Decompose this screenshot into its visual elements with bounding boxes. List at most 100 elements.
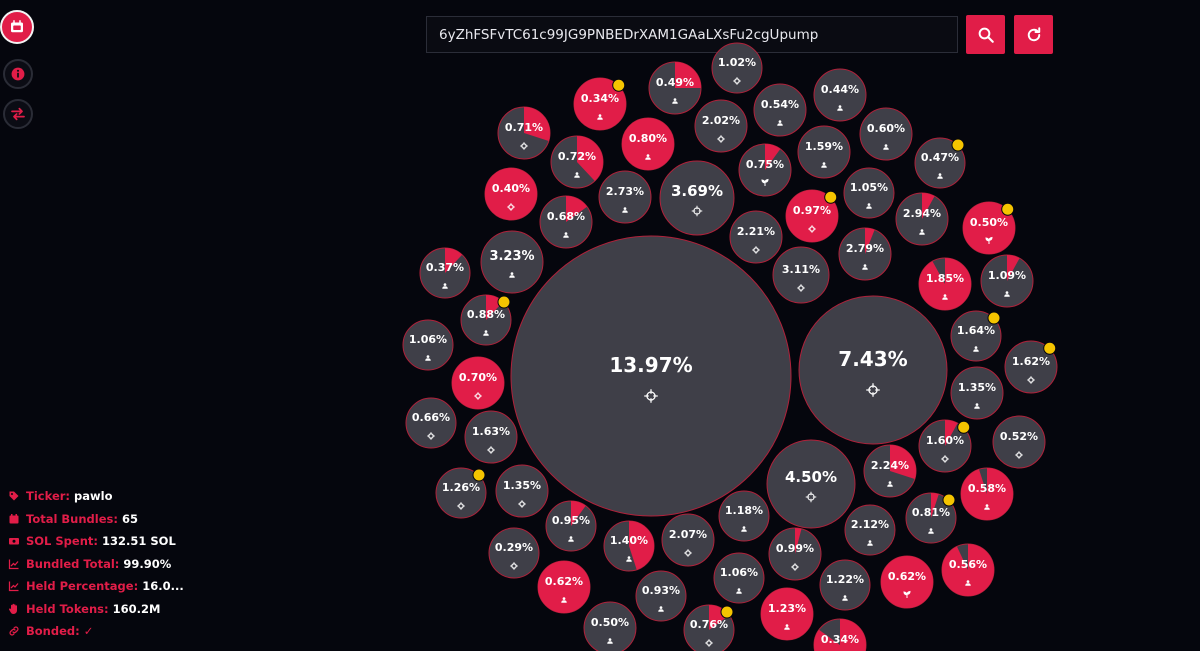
holder-bubble[interactable]: 1.26%	[435, 467, 487, 519]
holder-bubble[interactable]: 0.44%	[813, 68, 867, 122]
holder-bubble[interactable]: 13.97%	[510, 235, 792, 517]
holder-bubble[interactable]: 1.85%	[918, 257, 972, 311]
refresh-button[interactable]	[1014, 15, 1053, 54]
holder-bubble[interactable]: 0.97%	[785, 189, 839, 243]
holder-bubble[interactable]: 2.21%	[729, 210, 783, 264]
holder-bubble[interactable]: 2.24%	[863, 444, 917, 498]
bubble-fill	[577, 136, 603, 181]
holder-bubble[interactable]: 1.64%	[950, 310, 1002, 362]
holder-bubble[interactable]: 0.62%	[880, 555, 934, 609]
holder-bubble[interactable]: 1.09%	[980, 254, 1034, 308]
bubble-fill	[485, 168, 537, 220]
holder-bubble[interactable]: 1.06%	[713, 552, 765, 604]
holder-bubble[interactable]: 0.49%	[648, 61, 702, 115]
holder-bubble[interactable]: 0.34%	[813, 618, 867, 651]
holder-bubble[interactable]: 1.22%	[819, 559, 871, 611]
holder-bubble[interactable]: 2.94%	[895, 192, 949, 246]
bubble-label: 2.73%	[606, 185, 644, 198]
holder-bubble[interactable]: 0.80%	[621, 117, 675, 171]
holder-bubble[interactable]: 2.73%	[598, 170, 652, 224]
swap-button[interactable]	[3, 99, 33, 129]
bubble-label: 0.44%	[821, 83, 859, 96]
bubble-label: 0.75%	[746, 158, 784, 171]
holder-bubble[interactable]: 3.69%	[659, 160, 735, 236]
holder-bubble[interactable]: 4.50%	[766, 439, 856, 529]
holder-bubble[interactable]: 1.59%	[797, 125, 851, 179]
holder-bubble[interactable]: 0.52%	[992, 415, 1046, 469]
holder-bubble[interactable]: 0.70%	[451, 356, 505, 410]
holder-bubble[interactable]: 0.40%	[484, 167, 538, 221]
calendar-icon	[9, 513, 19, 524]
bubble-label: 1.63%	[472, 425, 510, 438]
holder-bubble[interactable]: 0.81%	[905, 492, 957, 544]
crosshair-icon	[791, 563, 799, 571]
stat-value: pawlo	[74, 489, 113, 504]
bubble-circle	[1004, 340, 1058, 394]
app-logo-button[interactable]	[0, 10, 34, 44]
holder-bubble[interactable]: 1.18%	[718, 490, 770, 542]
bubble-label: 1.85%	[926, 272, 964, 285]
user-icon	[984, 504, 990, 510]
bubble-circle	[992, 415, 1046, 469]
holder-bubble[interactable]: 0.58%	[960, 467, 1014, 521]
holder-bubble[interactable]: 7.43%	[798, 295, 948, 445]
crosshair-icon	[427, 432, 435, 440]
holder-bubble[interactable]: 2.12%	[844, 504, 896, 556]
holder-bubble[interactable]: 1.35%	[950, 366, 1004, 420]
holder-bubble[interactable]: 0.76%	[683, 604, 735, 651]
crosshair-icon	[644, 389, 658, 403]
holder-bubble[interactable]: 0.34%	[573, 77, 627, 131]
badge-dot-icon	[987, 311, 1001, 325]
holder-bubble[interactable]: 0.50%	[583, 601, 637, 651]
holder-bubble[interactable]: 1.40%	[603, 520, 655, 572]
holder-bubble[interactable]: 1.35%	[495, 464, 549, 518]
holder-bubble[interactable]: 0.54%	[753, 83, 807, 137]
holder-bubble[interactable]: 1.02%	[711, 42, 763, 94]
crosshair-icon	[866, 383, 880, 397]
holder-bubble[interactable]: 0.93%	[635, 570, 687, 622]
holder-bubble[interactable]: 0.75%	[738, 143, 792, 197]
holder-bubble[interactable]: 0.99%	[768, 527, 822, 581]
holder-bubble[interactable]: 1.62%	[1004, 340, 1058, 394]
bubble-label: 0.37%	[426, 261, 464, 274]
holder-bubble[interactable]: 2.07%	[661, 513, 715, 567]
holder-bubble[interactable]: 1.60%	[918, 419, 972, 473]
bubble-fill	[765, 144, 781, 170]
holder-bubble[interactable]: 0.88%	[460, 294, 512, 346]
user-icon	[672, 98, 678, 104]
token-address-input[interactable]	[426, 16, 958, 53]
user-icon	[425, 355, 431, 361]
holder-bubble[interactable]: 2.02%	[694, 99, 748, 153]
holder-bubble[interactable]: 0.62%	[537, 560, 591, 614]
stat-value: 16.0...	[142, 579, 184, 594]
info-button[interactable]	[3, 59, 33, 89]
bubble-label: 0.93%	[642, 584, 680, 597]
holder-bubble[interactable]: 1.63%	[464, 410, 518, 464]
user-icon	[928, 528, 934, 534]
holder-bubble[interactable]: 3.23%	[480, 230, 544, 294]
refresh-icon	[1027, 26, 1040, 41]
holder-bubble[interactable]: 0.37%	[419, 247, 471, 299]
holder-bubble[interactable]: 0.56%	[941, 543, 995, 597]
holder-bubble[interactable]: 0.66%	[405, 397, 457, 449]
holder-bubble[interactable]: 0.47%	[914, 137, 966, 189]
holder-bubble[interactable]: 3.11%	[772, 246, 830, 304]
stat-label: Ticker:	[26, 489, 71, 504]
holder-bubble[interactable]: 0.50%	[962, 201, 1016, 255]
holder-bubble[interactable]: 1.23%	[760, 587, 814, 641]
user-icon	[821, 162, 827, 168]
holder-bubble[interactable]: 0.71%	[497, 106, 551, 160]
bubble-label: 1.64%	[957, 324, 995, 337]
search-button[interactable]	[966, 15, 1005, 54]
bubble-circle	[772, 246, 830, 304]
holder-bubble[interactable]: 0.72%	[550, 135, 604, 189]
holder-bubble[interactable]: 2.79%	[838, 227, 892, 281]
holder-bubble[interactable]: 1.06%	[402, 319, 454, 371]
holder-bubble[interactable]: 0.29%	[488, 527, 540, 579]
holder-bubble[interactable]: 1.05%	[843, 167, 895, 219]
holder-bubble[interactable]: 0.95%	[545, 500, 597, 552]
holder-bubble[interactable]: 0.60%	[859, 107, 913, 161]
user-icon	[568, 536, 574, 542]
holder-bubble[interactable]: 0.68%	[539, 195, 593, 249]
